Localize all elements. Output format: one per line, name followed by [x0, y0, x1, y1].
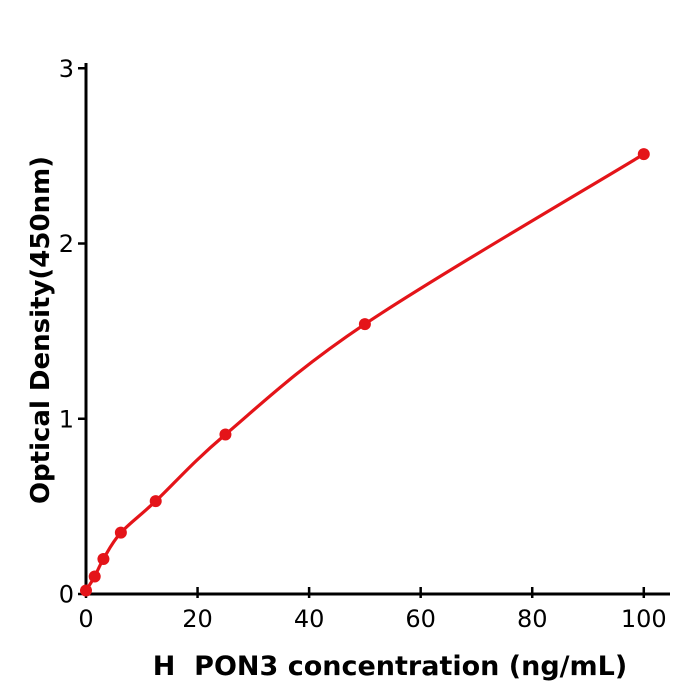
- y-tick-label: 0: [59, 581, 74, 609]
- data-point: [114, 526, 127, 539]
- data-point: [88, 570, 101, 583]
- data-point: [637, 148, 650, 161]
- standard-curve-line: [84, 152, 646, 593]
- x-axis-title: H PON3 concentration (ng/mL): [152, 651, 628, 682]
- x-tick-label: 20: [182, 605, 213, 633]
- x-tick-label: 0: [78, 605, 93, 633]
- data-point: [97, 552, 110, 565]
- data-point: [149, 495, 162, 508]
- data-point: [358, 318, 371, 331]
- y-tick-label: 3: [59, 55, 74, 83]
- x-tick-label: 40: [294, 605, 325, 633]
- y-tick-label: 1: [59, 405, 74, 433]
- x-tick-label: 100: [621, 605, 667, 633]
- x-tick-label: 80: [517, 605, 548, 633]
- data-point: [219, 428, 232, 441]
- data-point: [80, 584, 92, 597]
- y-axis-title: Optical Density(450nm): [26, 155, 56, 505]
- x-tick-label: 60: [405, 605, 436, 633]
- y-tick-label: 2: [59, 230, 74, 258]
